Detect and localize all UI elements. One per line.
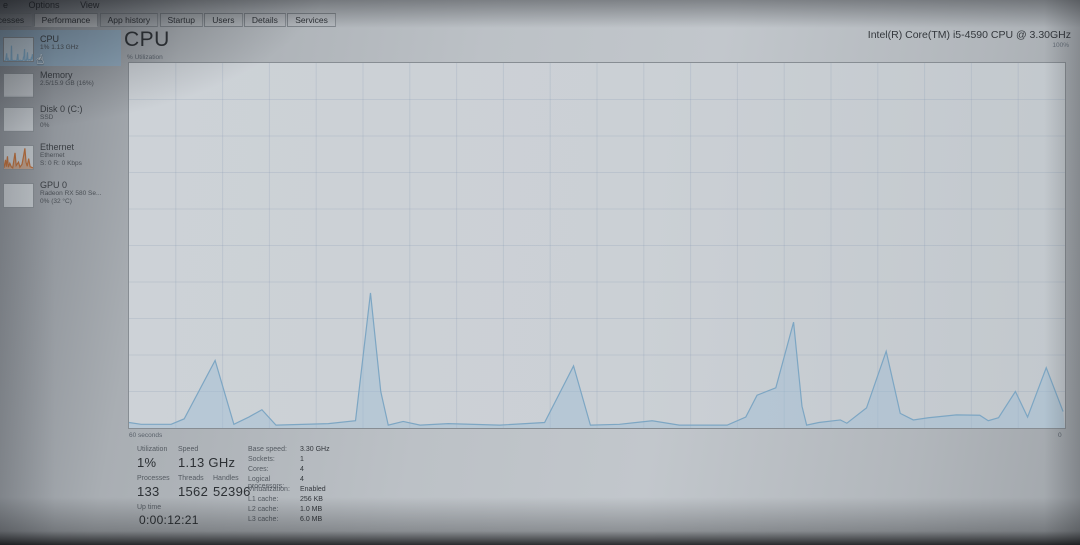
virtualization-value: Enabled <box>300 486 326 493</box>
logical-processors-value: 4 <box>300 476 304 483</box>
tab-app-history[interactable]: App history <box>99 13 159 27</box>
handles-label: Handles <box>213 475 239 482</box>
tab-users[interactable]: Users <box>204 13 243 27</box>
sidebar-ethernet-title: Ethernet <box>40 142 75 152</box>
sidebar-gpu-stats: 0% (32 °C) <box>40 198 72 205</box>
sidebar-gpu-name: Radeon RX 580 Se... <box>40 190 102 197</box>
disk-mini-graph <box>3 107 34 132</box>
threads-label: Threads <box>178 475 204 482</box>
sidebar-memory-stats: 2.5/15.9 GB (16%) <box>40 80 94 87</box>
y-axis-label: % Utilization <box>127 54 163 61</box>
speed-label: Speed <box>178 446 199 453</box>
utilization-value: 1% <box>137 455 157 470</box>
x-axis-left-label: 60 seconds <box>129 432 163 439</box>
menu-options[interactable]: Options <box>28 0 60 10</box>
l1-cache-label: L1 cache: <box>248 496 279 503</box>
menu-file-partial[interactable]: e <box>3 0 9 10</box>
sockets-label: Sockets: <box>248 456 275 463</box>
y-max-label: 100% <box>1052 42 1069 49</box>
performance-sidebar: CPU 1% 1.13 GHz Memory 2.5/15.9 GB (16%)… <box>0 28 121 545</box>
x-axis-right-label: 0 <box>1058 432 1062 439</box>
l3-cache-label: L3 cache: <box>248 516 279 523</box>
menu-view[interactable]: View <box>80 0 100 10</box>
sidebar-memory-title: Memory <box>40 70 73 80</box>
speed-value: 1.13 GHz <box>178 455 236 470</box>
sidebar-item-gpu[interactable]: GPU 0 Radeon RX 580 Se... 0% (32 °C) <box>0 176 121 214</box>
processes-value: 133 <box>137 484 160 499</box>
sockets-value: 1 <box>300 456 304 463</box>
virtualization-label: Virtualization: <box>248 486 290 493</box>
memory-mini-graph <box>3 73 34 98</box>
sidebar-item-ethernet[interactable]: Ethernet Ethernet S: 0 R: 0 Kbps <box>0 138 121 176</box>
threads-value: 1562 <box>178 484 209 499</box>
base-speed-label: Base speed: <box>248 446 287 453</box>
cores-value: 4 <box>300 466 304 473</box>
l1-cache-value: 256 KB <box>300 496 323 503</box>
cpu-model-name: Intel(R) Core(TM) i5-4590 CPU @ 3.30GHz <box>867 29 1071 41</box>
sidebar-disk-title: Disk 0 (C:) <box>40 104 83 114</box>
sidebar-disk-stats: 0% <box>40 122 50 129</box>
sidebar-ethernet-stats: S: 0 R: 0 Kbps <box>40 160 82 167</box>
base-speed-value: 3.30 GHz <box>300 446 330 453</box>
tab-performance[interactable]: Performance <box>33 13 99 27</box>
cores-label: Cores: <box>248 466 269 473</box>
utilization-label: Utilization <box>137 446 168 453</box>
sidebar-cpu-stats: 1% 1.13 GHz <box>40 44 79 51</box>
tab-processes[interactable]: ocesses <box>0 13 33 27</box>
cpu-utilization-graph[interactable] <box>128 62 1066 429</box>
l3-cache-value: 6.0 MB <box>300 516 323 523</box>
uptime-value: 0:00:12:21 <box>139 513 199 527</box>
l2-cache-value: 1.0 MB <box>300 506 323 513</box>
sidebar-ethernet-name: Ethernet <box>40 152 65 159</box>
processes-label: Processes <box>137 475 170 482</box>
ethernet-mini-graph <box>3 145 34 170</box>
gpu-mini-graph <box>3 183 34 208</box>
sidebar-gpu-title: GPU 0 <box>40 180 68 190</box>
menu-bar: e Options View <box>0 0 1080 13</box>
tab-bar: ocesses Performance App history Startup … <box>0 13 1080 28</box>
l2-cache-label: L2 cache: <box>248 506 279 513</box>
sidebar-item-memory[interactable]: Memory 2.5/15.9 GB (16%) <box>0 66 121 100</box>
sidebar-cpu-title: CPU <box>40 34 60 44</box>
cpu-mini-graph <box>3 37 34 62</box>
page-title: CPU <box>124 28 170 51</box>
sidebar-item-disk[interactable]: Disk 0 (C:) SSD 0% <box>0 100 121 138</box>
sidebar-disk-type: SSD <box>40 114 54 121</box>
handles-value: 52396 <box>213 484 251 499</box>
sidebar-item-cpu[interactable]: CPU 1% 1.13 GHz <box>0 30 121 66</box>
tab-startup[interactable]: Startup <box>159 13 203 27</box>
uptime-label: Up time <box>137 504 162 511</box>
tab-details[interactable]: Details <box>243 13 286 27</box>
tab-services[interactable]: Services <box>287 13 336 27</box>
